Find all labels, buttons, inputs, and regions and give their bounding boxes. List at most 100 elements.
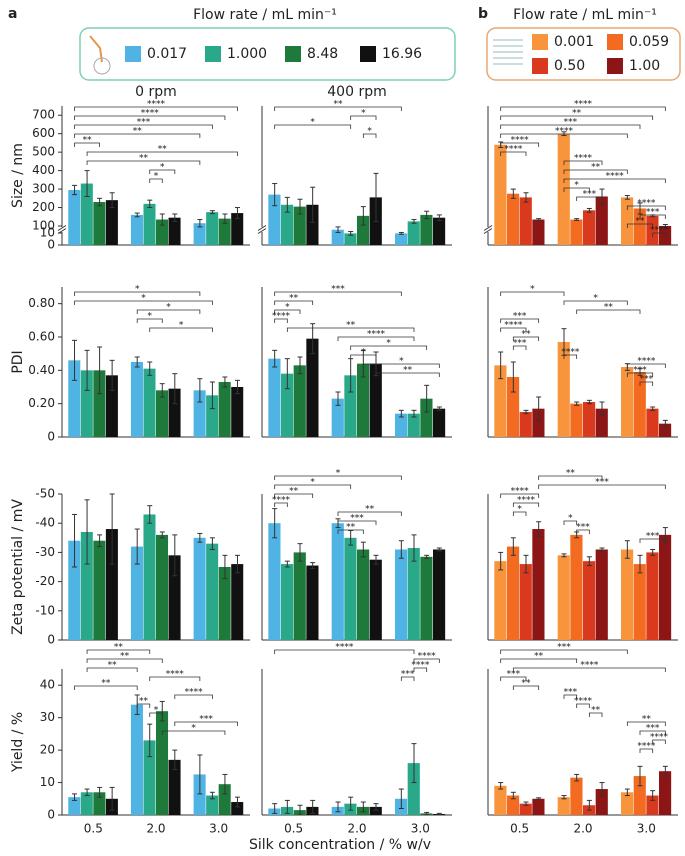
error-bar bbox=[411, 219, 417, 224]
error-bar bbox=[523, 554, 529, 574]
error-bar bbox=[147, 505, 153, 524]
error-bar bbox=[297, 804, 303, 816]
significance-bracket bbox=[136, 703, 151, 708]
error-bar bbox=[172, 534, 178, 577]
bar bbox=[130, 214, 143, 245]
significance-bracket bbox=[563, 354, 578, 359]
significance-bracket bbox=[274, 291, 402, 296]
significance-bracket bbox=[362, 363, 440, 368]
bar bbox=[143, 203, 156, 245]
significance-bracket bbox=[337, 520, 377, 525]
significance-label: ** bbox=[139, 697, 149, 707]
significance-bracket bbox=[500, 124, 641, 129]
error-bar bbox=[84, 349, 90, 391]
error-bar bbox=[650, 406, 656, 411]
significance-bracket bbox=[626, 223, 654, 228]
significance-bracket bbox=[337, 511, 402, 516]
significance-label: *** bbox=[583, 190, 597, 200]
error-bar bbox=[411, 743, 417, 784]
significance-label: **** bbox=[561, 348, 580, 358]
bar bbox=[369, 559, 382, 640]
significance-bracket bbox=[563, 187, 590, 192]
error-bar bbox=[109, 359, 115, 391]
bar bbox=[231, 387, 244, 437]
significance-bracket bbox=[337, 529, 364, 534]
error-bar bbox=[599, 547, 605, 552]
significance-label: * bbox=[160, 163, 165, 173]
significance-bracket bbox=[588, 712, 603, 717]
significance-label: * bbox=[310, 478, 315, 488]
bar bbox=[532, 798, 545, 815]
significance-bracket bbox=[576, 529, 590, 534]
bar bbox=[68, 360, 81, 437]
bar bbox=[105, 375, 118, 437]
error-bar bbox=[424, 384, 430, 413]
error-bar bbox=[234, 379, 240, 395]
significance-bracket bbox=[512, 345, 527, 350]
y-tick-label: 0 bbox=[47, 430, 55, 444]
legend-label: 1.00 bbox=[629, 58, 660, 74]
significance-bracket bbox=[74, 291, 201, 296]
bar bbox=[331, 523, 344, 640]
significance-label: **** bbox=[511, 487, 530, 497]
significance-bracket bbox=[500, 493, 540, 498]
significance-bracket bbox=[174, 721, 238, 726]
significance-label: ** bbox=[346, 523, 356, 533]
significance-label: **** bbox=[580, 661, 599, 671]
bar bbox=[193, 390, 206, 437]
bar bbox=[80, 531, 93, 640]
significance-label: * bbox=[154, 706, 159, 716]
bar bbox=[231, 564, 244, 640]
significance-bracket bbox=[74, 133, 201, 138]
error-bar bbox=[284, 560, 290, 568]
x-tick-label: 3.0 bbox=[411, 822, 430, 836]
bar bbox=[218, 218, 231, 245]
error-bar bbox=[97, 534, 103, 548]
error-bar bbox=[586, 556, 592, 567]
bar bbox=[494, 561, 507, 640]
error-bar bbox=[222, 376, 228, 388]
significance-label: **** bbox=[141, 109, 160, 119]
y-tick-label: 0 bbox=[47, 238, 55, 252]
y-axis-label: Yield / % bbox=[10, 712, 26, 773]
legend-label: 8.48 bbox=[307, 46, 338, 62]
bar bbox=[583, 210, 596, 245]
error-bar bbox=[574, 218, 580, 221]
error-bar bbox=[310, 799, 316, 814]
significance-label: ** bbox=[522, 679, 532, 689]
significance-bracket bbox=[74, 124, 213, 129]
error-bar bbox=[197, 754, 203, 795]
significance-bracket bbox=[174, 694, 213, 699]
bar bbox=[357, 363, 370, 437]
bar bbox=[206, 395, 219, 437]
bar bbox=[583, 561, 596, 640]
error-bar bbox=[574, 773, 580, 782]
significance-label: **** bbox=[574, 154, 593, 164]
bar bbox=[621, 197, 634, 245]
error-bar bbox=[310, 186, 316, 223]
bar bbox=[595, 196, 608, 245]
legend-swatch bbox=[532, 58, 548, 74]
bar bbox=[130, 704, 143, 815]
error-bar bbox=[197, 219, 203, 228]
significance-bracket bbox=[375, 372, 440, 377]
bar bbox=[156, 711, 169, 815]
significance-bracket bbox=[86, 658, 163, 663]
error-bar bbox=[284, 196, 290, 213]
bar bbox=[130, 362, 143, 437]
significance-label: *** bbox=[513, 339, 527, 349]
significance-label: ** bbox=[566, 469, 576, 479]
significance-bracket bbox=[500, 106, 666, 111]
significance-bracket bbox=[413, 667, 428, 672]
bar bbox=[557, 342, 570, 437]
significance-label: ** bbox=[120, 652, 130, 662]
significance-label: **** bbox=[606, 172, 625, 182]
legend-swatch bbox=[532, 34, 548, 50]
bar bbox=[105, 529, 118, 640]
error-bar bbox=[348, 796, 354, 811]
bar bbox=[557, 797, 570, 815]
bar bbox=[494, 144, 507, 245]
bar bbox=[193, 223, 206, 245]
y-tick-label: 600 bbox=[32, 126, 55, 140]
significance-bracket bbox=[538, 475, 603, 480]
